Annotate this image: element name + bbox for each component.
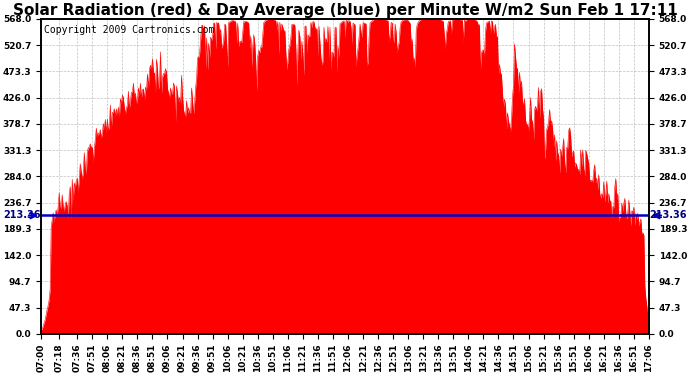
- Text: 213.36: 213.36: [649, 210, 687, 220]
- Text: 213.36: 213.36: [3, 210, 41, 220]
- Text: Copyright 2009 Cartronics.com: Copyright 2009 Cartronics.com: [44, 25, 215, 35]
- Title: Solar Radiation (red) & Day Average (blue) per Minute W/m2 Sun Feb 1 17:11: Solar Radiation (red) & Day Average (blu…: [12, 3, 678, 18]
